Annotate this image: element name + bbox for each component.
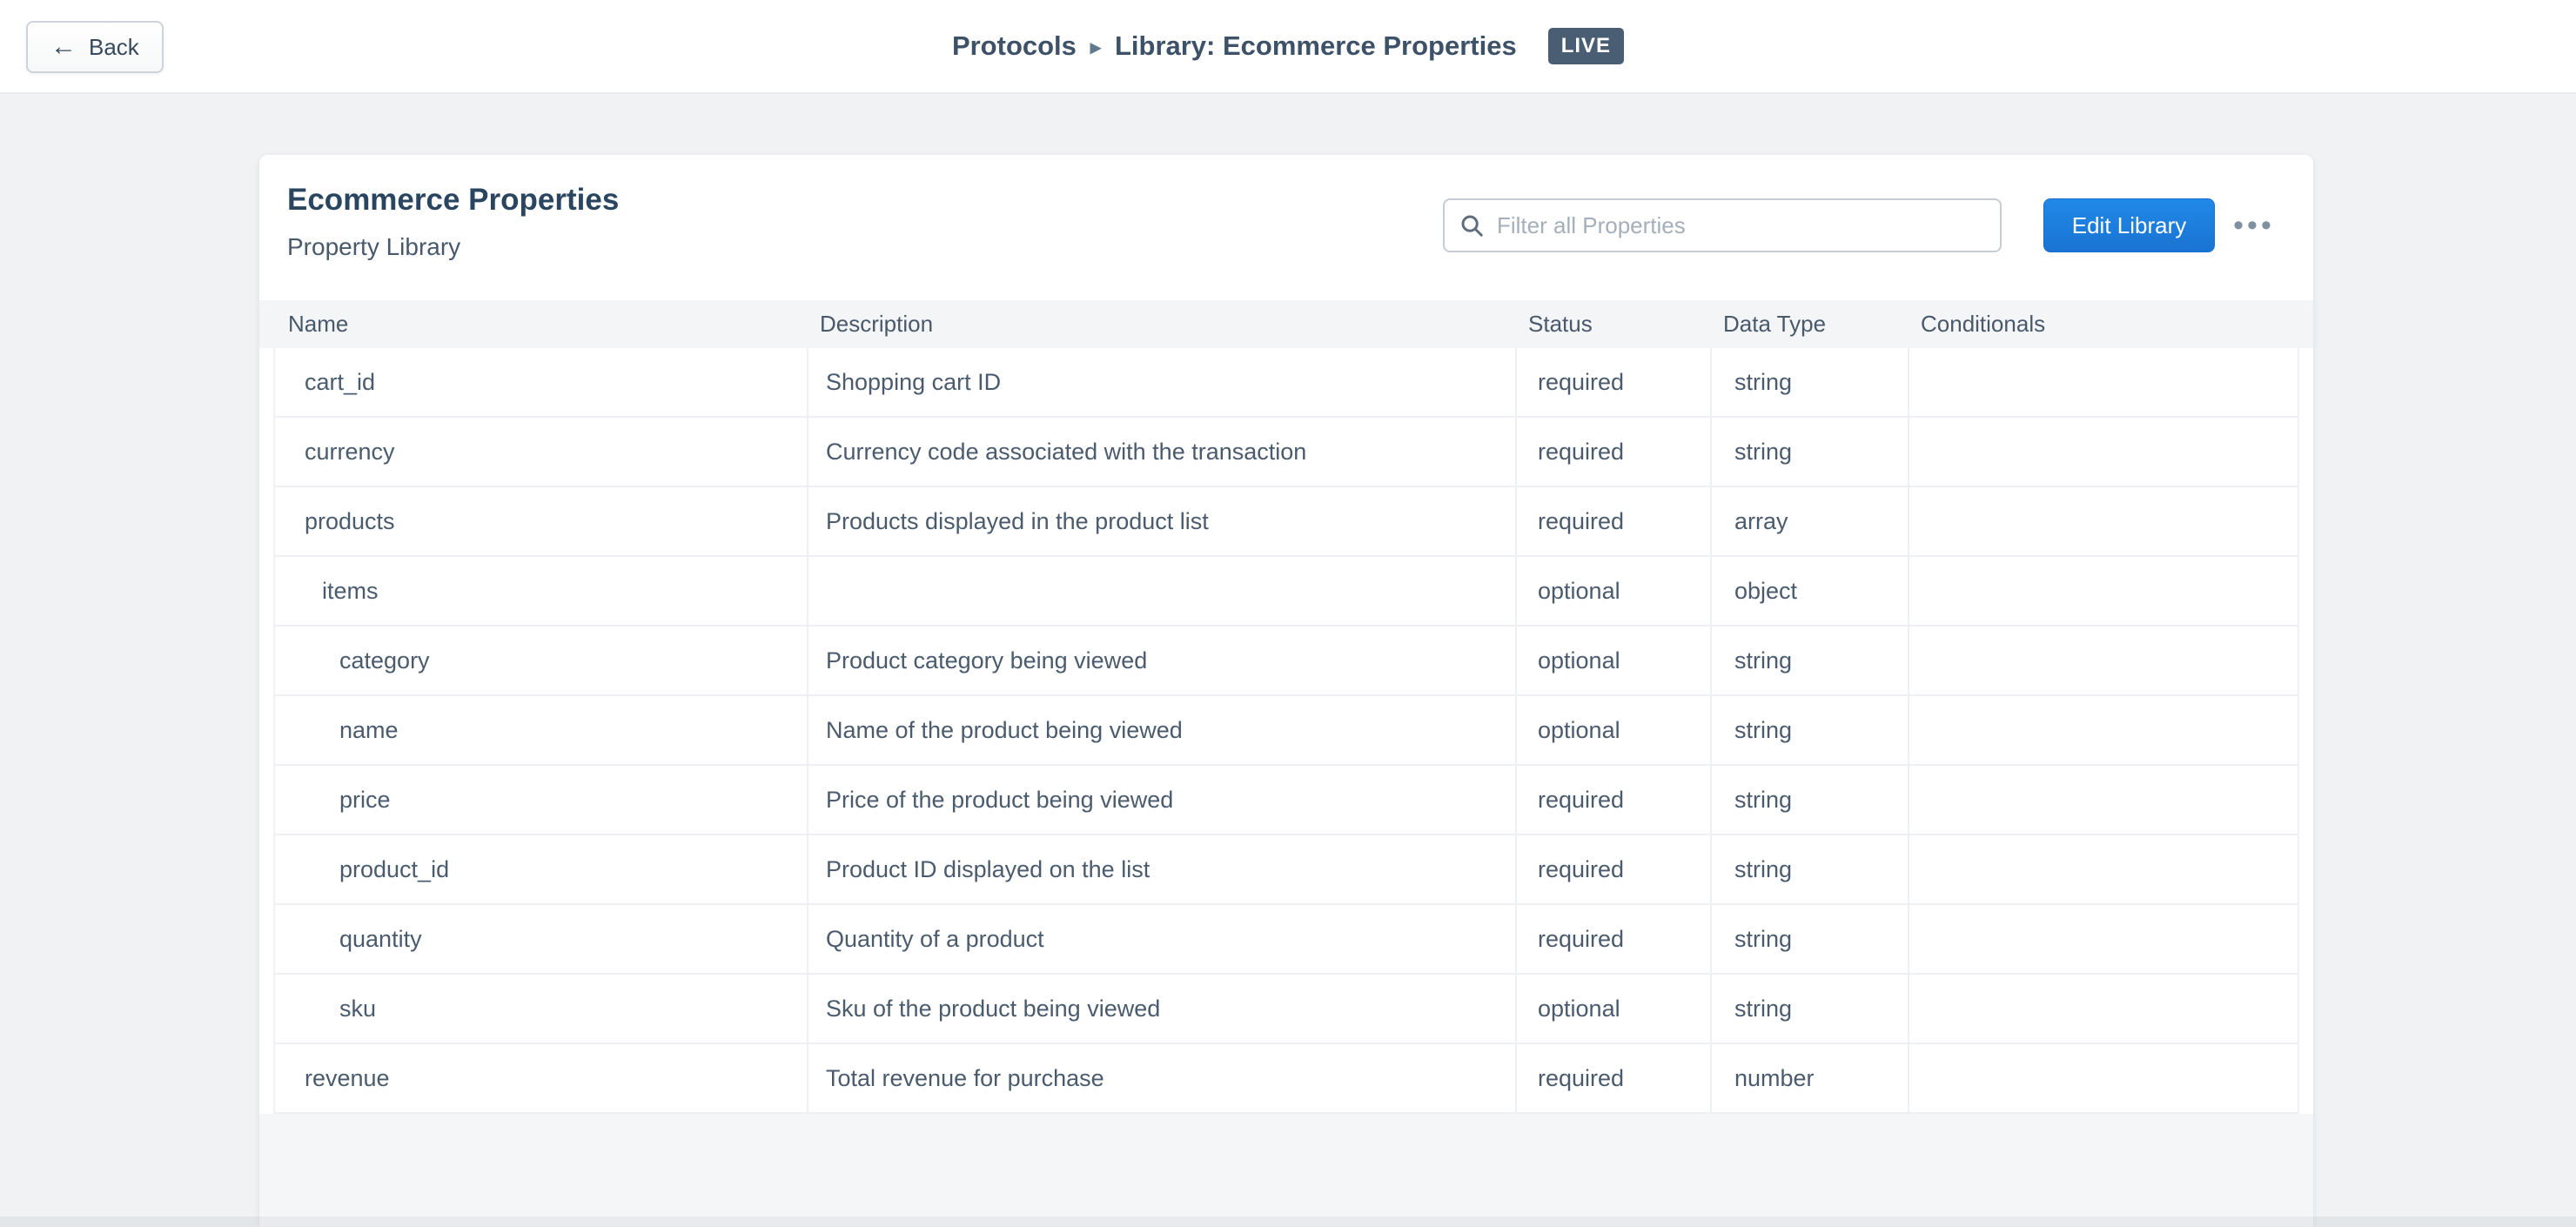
cell-data-type: string <box>1710 766 1908 834</box>
cell-data-type: string <box>1710 348 1908 416</box>
cell-data-type: string <box>1710 696 1908 764</box>
cell-conditionals <box>1908 627 2298 694</box>
cell-description: Product category being viewed <box>807 627 1515 694</box>
cell-status: required <box>1515 418 1710 486</box>
cell-status: optional <box>1515 627 1710 694</box>
cell-description: Sku of the product being viewed <box>807 975 1515 1043</box>
breadcrumb-item-protocols[interactable]: Protocols <box>951 30 1077 61</box>
page-title: Ecommerce Properties <box>287 183 620 217</box>
page-content: Ecommerce Properties Property Library Ed… <box>0 94 2576 1227</box>
back-button-label: Back <box>89 33 139 60</box>
table-body: cart_id Shopping cart ID required string cur… <box>273 348 2299 1114</box>
cell-status: optional <box>1515 696 1710 764</box>
cell-description: Shopping cart ID <box>807 348 1515 416</box>
back-arrow-icon: ← <box>50 32 77 61</box>
breadcrumb-item-library: Library: Ecommerce Properties <box>1114 30 1517 61</box>
table-row[interactable]: currency Currency code associated with th… <box>275 418 2298 487</box>
table-row[interactable]: name Name of the product being viewed opti… <box>275 696 2298 766</box>
properties-card: Ecommerce Properties Property Library Ed… <box>259 155 2313 1227</box>
cell-conditionals <box>1908 975 2298 1043</box>
cell-conditionals <box>1908 835 2298 903</box>
cell-name: currency <box>305 438 395 465</box>
cell-status: optional <box>1515 975 1710 1043</box>
cell-description: Price of the product being viewed <box>807 766 1515 834</box>
table-row[interactable]: sku Sku of the product being viewed option… <box>275 975 2298 1044</box>
breadcrumb-separator-icon: ▸ <box>1090 35 1101 59</box>
cell-name: product_id <box>339 855 450 882</box>
cell-description: Name of the product being viewed <box>807 696 1515 764</box>
cell-conditionals <box>1908 696 2298 764</box>
cell-status: required <box>1515 1044 1710 1112</box>
card-footer <box>259 1114 2313 1227</box>
cell-data-type: number <box>1710 1044 1908 1112</box>
cell-conditionals <box>1908 766 2298 834</box>
cell-conditionals <box>1908 1044 2298 1112</box>
cell-name: products <box>305 507 395 534</box>
cell-description: Currency code associated with the transa… <box>807 418 1515 486</box>
table-row[interactable]: quantity Quantity of a product required str… <box>275 905 2298 975</box>
filter-box <box>1443 198 2002 252</box>
table-row[interactable]: revenue Total revenue for purchase require… <box>275 1044 2298 1114</box>
cell-description <box>807 557 1515 625</box>
breadcrumb: Protocols ▸ Library: Ecommerce Propertie… <box>951 28 1625 64</box>
overflow-menu-button[interactable]: ••• <box>2223 198 2285 252</box>
cell-name: price <box>339 786 391 813</box>
cell-data-type: string <box>1710 975 1908 1043</box>
table-row[interactable]: cart_id Shopping cart ID required string <box>275 348 2298 418</box>
cell-status: required <box>1515 487 1710 555</box>
cell-status: required <box>1515 905 1710 973</box>
edit-library-button[interactable]: Edit Library <box>2043 198 2215 252</box>
cell-name: revenue <box>305 1064 390 1091</box>
cell-conditionals <box>1908 557 2298 625</box>
table-row[interactable]: category Product category being viewed opt… <box>275 627 2298 696</box>
cell-data-type: string <box>1710 418 1908 486</box>
cell-conditionals <box>1908 418 2298 486</box>
column-header-data-type: Data Type <box>1723 311 1827 337</box>
cell-name: category <box>339 647 430 674</box>
search-icon <box>1461 215 1483 237</box>
topbar: ← Back Protocols ▸ Library: Ecommerce Pr… <box>0 0 2576 94</box>
cell-name: sku <box>339 995 377 1022</box>
cell-conditionals <box>1908 348 2298 416</box>
cell-name: name <box>339 716 399 743</box>
cell-conditionals <box>1908 905 2298 973</box>
cell-description: Products displayed in the product list <box>807 487 1515 555</box>
cell-status: required <box>1515 348 1710 416</box>
cell-data-type: string <box>1710 905 1908 973</box>
cell-conditionals <box>1908 487 2298 555</box>
cell-data-type: array <box>1710 487 1908 555</box>
table-row[interactable]: price Price of the product being viewed re… <box>275 766 2298 835</box>
table-header-row: Name Description Status Data Type Conditiona… <box>259 300 2313 348</box>
cell-status: required <box>1515 835 1710 903</box>
bottom-strip <box>0 1217 2576 1227</box>
cell-data-type: string <box>1710 835 1908 903</box>
column-header-status: Status <box>1528 311 1593 337</box>
cell-data-type: object <box>1710 557 1908 625</box>
table-row[interactable]: product_id Product ID displayed on the li… <box>275 835 2298 905</box>
cell-name: quantity <box>339 925 422 952</box>
cell-description: Total revenue for purchase <box>807 1044 1515 1112</box>
filter-input[interactable] <box>1497 211 1986 239</box>
back-button[interactable]: ← Back <box>26 21 164 73</box>
column-header-name: Name <box>288 311 349 337</box>
cell-name: cart_id <box>305 368 376 395</box>
page-subtitle: Property Library <box>287 233 461 260</box>
table-row[interactable]: items optional object <box>275 557 2298 627</box>
cell-status: optional <box>1515 557 1710 625</box>
cell-status: required <box>1515 766 1710 834</box>
column-header-description: Description <box>820 311 934 337</box>
cell-description: Quantity of a product <box>807 905 1515 973</box>
live-badge: LIVE <box>1547 28 1625 64</box>
column-header-conditionals: Conditionals <box>1921 311 2046 337</box>
ellipsis-icon: ••• <box>2233 209 2275 242</box>
card-header: Ecommerce Properties Property Library Ed… <box>259 155 2313 300</box>
cell-name: items <box>322 577 379 604</box>
cell-description: Product ID displayed on the list <box>807 835 1515 903</box>
cell-data-type: string <box>1710 627 1908 694</box>
table-row[interactable]: products Products displayed in the produc… <box>275 487 2298 557</box>
